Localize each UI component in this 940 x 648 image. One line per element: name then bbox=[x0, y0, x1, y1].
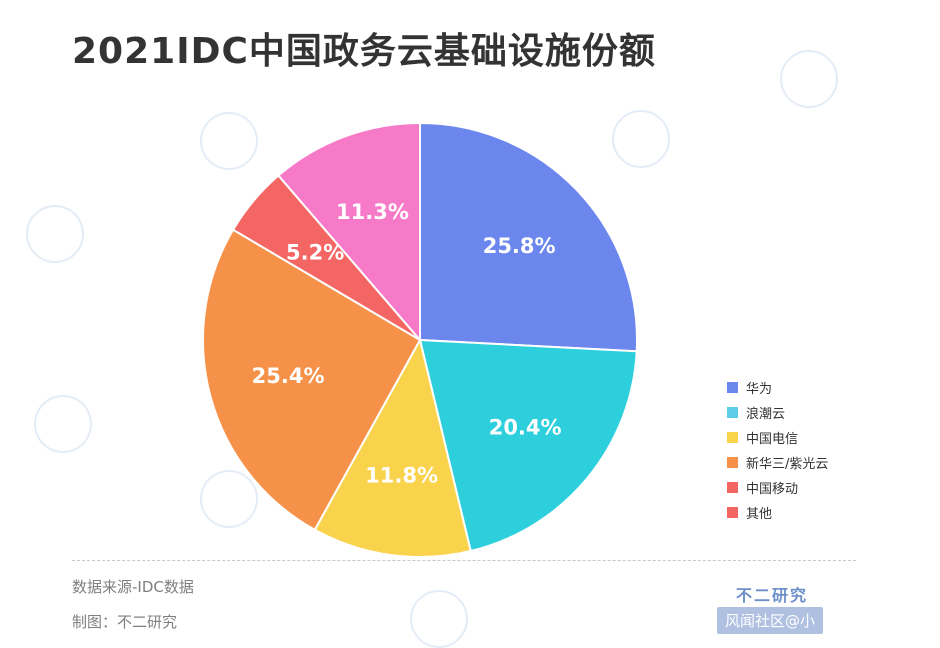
background-watermark-icon bbox=[200, 112, 258, 170]
pie-slice bbox=[202, 228, 422, 532]
legend-swatch bbox=[727, 407, 738, 418]
brand-logo: 不二研究 bbox=[736, 586, 809, 605]
legend-swatch bbox=[727, 382, 738, 393]
pie-slice bbox=[277, 121, 421, 343]
background-watermark-icon bbox=[34, 395, 92, 453]
legend-label: 新华三/紫光云 bbox=[746, 457, 829, 472]
slice-percent-label: 25.4% bbox=[252, 364, 325, 388]
background-watermark-icon bbox=[780, 50, 838, 108]
slice-percent-label: 11.8% bbox=[365, 463, 438, 487]
footer-divider bbox=[72, 560, 856, 561]
legend-item: 中国电信 bbox=[727, 425, 828, 450]
background-watermark-icon bbox=[200, 470, 258, 528]
legend-item: 浪潮云 bbox=[727, 400, 828, 425]
background-watermark-icon bbox=[26, 205, 84, 263]
legend-label: 中国移动 bbox=[746, 482, 799, 497]
slice-percent-label: 25.8% bbox=[483, 234, 556, 258]
legend-item: 新华三/紫光云 bbox=[727, 450, 828, 475]
legend-swatch bbox=[727, 432, 738, 443]
chart-legend: 华为 浪潮云 中国电信 新华三/紫光云 中国移动 其他 bbox=[727, 375, 828, 525]
legend-label: 中国电信 bbox=[746, 432, 799, 447]
legend-item: 华为 bbox=[727, 375, 828, 400]
legend-swatch bbox=[727, 507, 738, 518]
legend-item: 其他 bbox=[727, 500, 828, 525]
legend-label: 其他 bbox=[746, 507, 773, 522]
chart-title: 2021IDC中国政务云基础设施份额 bbox=[72, 31, 656, 72]
data-source-text: 数据来源-IDC数据 bbox=[72, 578, 194, 596]
slice-percent-label: 5.2% bbox=[286, 240, 344, 264]
slice-percent-label: 20.4% bbox=[489, 415, 562, 439]
chart-maker-text: 制图：不二研究 bbox=[72, 613, 178, 631]
legend-swatch bbox=[727, 457, 738, 468]
pie-slice bbox=[419, 121, 638, 353]
pie-slice bbox=[418, 338, 638, 553]
pie-slice bbox=[313, 337, 472, 558]
legend-swatch bbox=[727, 482, 738, 493]
platform-watermark: 风闻社区@小 bbox=[717, 607, 824, 634]
slice-percent-label: 11.3% bbox=[336, 200, 409, 224]
legend-label: 浪潮云 bbox=[746, 407, 786, 422]
background-watermark-icon bbox=[612, 110, 670, 168]
legend-label: 华为 bbox=[746, 382, 773, 397]
legend-item: 中国移动 bbox=[727, 475, 828, 500]
